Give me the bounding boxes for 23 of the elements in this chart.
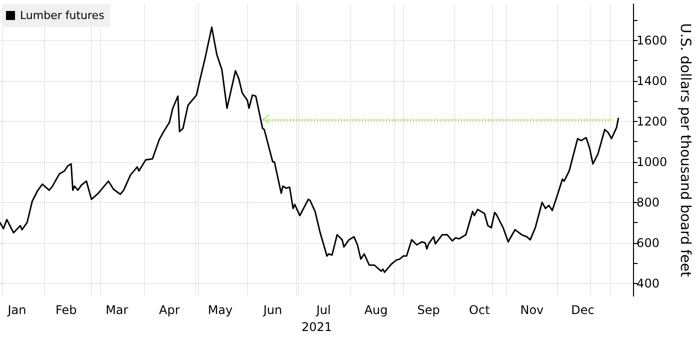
line-series xyxy=(0,26,620,273)
x-tick-label: Feb xyxy=(55,303,77,318)
x-tick-label: Nov xyxy=(520,303,544,318)
legend-label: Lumber futures xyxy=(20,9,105,22)
x-tick-label: Jul xyxy=(315,303,331,318)
x-tick-label: Mar xyxy=(106,303,128,318)
x-tick-label: Dec xyxy=(571,303,594,318)
y-tick-label: 1000 xyxy=(636,154,668,169)
x-tick-label: May xyxy=(208,303,233,318)
y-tick-label: 1200 xyxy=(636,114,668,128)
x-axis-title: 2021 xyxy=(302,320,332,334)
x-tick-label: Jun xyxy=(262,303,282,318)
x-tick-label: Aug xyxy=(364,303,388,318)
y-tick-label: 600 xyxy=(636,236,660,250)
y-tick-label: 800 xyxy=(636,195,660,210)
y-tick-label: 400 xyxy=(636,276,660,290)
x-tick-label: Apr xyxy=(159,303,180,318)
y-axis-title: U.S. dollars per thousand board feet xyxy=(677,23,693,278)
x-tick-label: Oct xyxy=(469,303,490,318)
x-tick-label: Sep xyxy=(417,303,440,318)
y-tick-label: 1600 xyxy=(636,33,668,48)
x-tick-label: Jan xyxy=(6,303,26,318)
y-tick-label: 1400 xyxy=(636,74,668,88)
